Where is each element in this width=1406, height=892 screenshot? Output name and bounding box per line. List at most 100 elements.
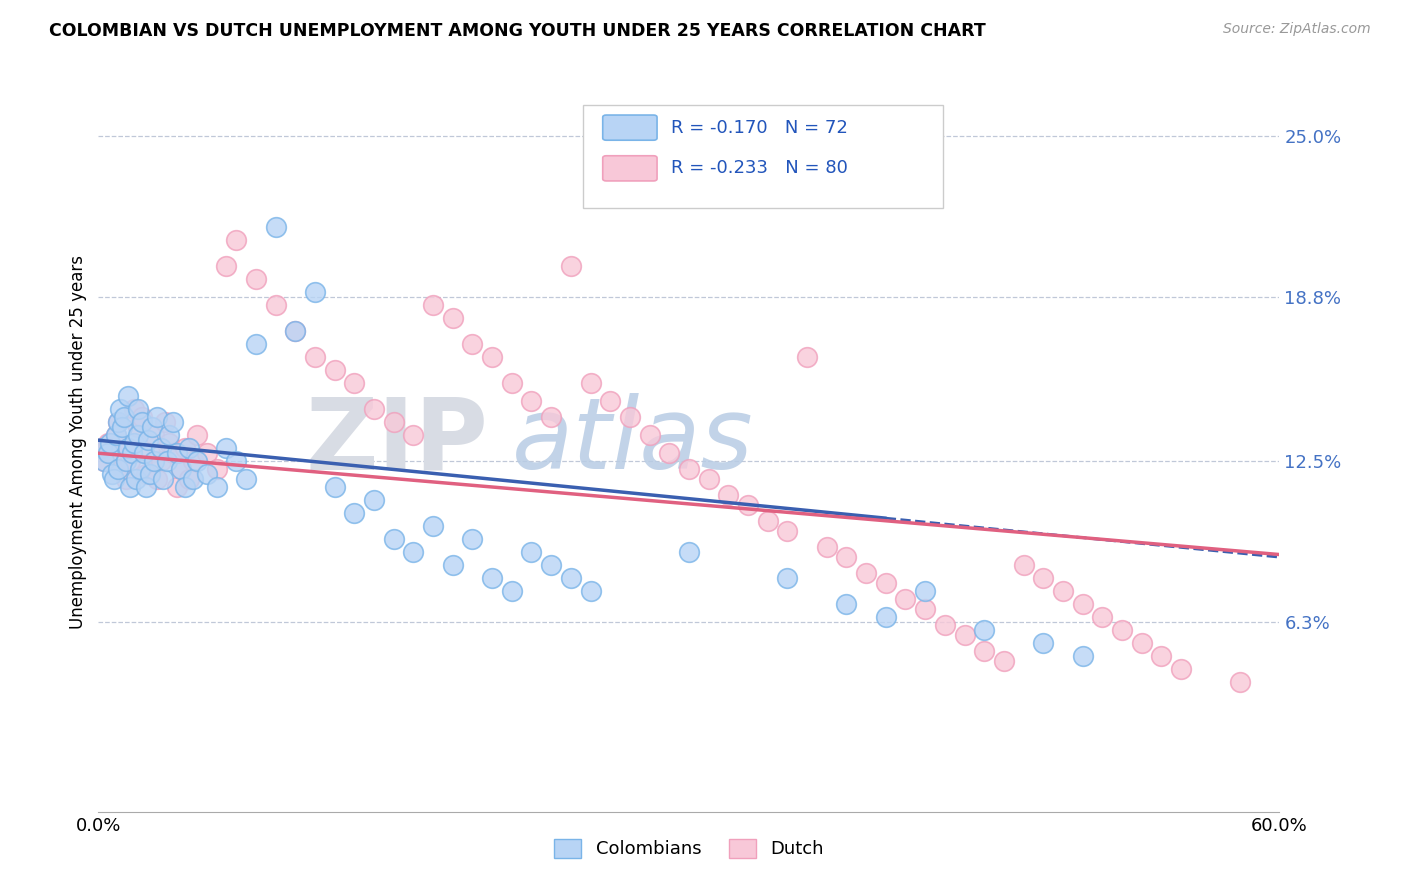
Point — [155, 415, 177, 429]
Point — [382, 532, 405, 546]
Point — [1111, 623, 1133, 637]
Point — [481, 571, 503, 585]
Point — [235, 472, 257, 486]
Point — [127, 402, 149, 417]
Point — [579, 583, 602, 598]
Point — [815, 540, 838, 554]
Point — [599, 394, 621, 409]
Point — [135, 480, 157, 494]
Point — [195, 467, 218, 481]
Point — [835, 550, 858, 565]
Point — [1170, 662, 1192, 676]
Point — [441, 311, 464, 326]
Point — [141, 420, 163, 434]
Point — [619, 409, 641, 424]
Point — [1032, 636, 1054, 650]
Point — [91, 441, 114, 455]
Point — [177, 472, 200, 486]
Point — [579, 376, 602, 390]
Point — [481, 350, 503, 364]
Point — [166, 446, 188, 460]
Point — [138, 446, 160, 460]
Point — [304, 285, 326, 300]
Point — [1071, 648, 1094, 663]
Point — [138, 467, 160, 481]
Point — [131, 415, 153, 429]
Point — [157, 435, 180, 450]
Point — [678, 462, 700, 476]
Point — [112, 409, 135, 424]
Point — [717, 488, 740, 502]
Point — [461, 337, 484, 351]
Point — [1071, 597, 1094, 611]
Point — [157, 428, 180, 442]
Point — [125, 472, 148, 486]
Point — [973, 643, 995, 657]
Point — [101, 446, 124, 460]
Point — [174, 441, 197, 455]
Point — [264, 298, 287, 312]
Point — [127, 420, 149, 434]
Text: Source: ZipAtlas.com: Source: ZipAtlas.com — [1223, 22, 1371, 37]
Point — [181, 472, 204, 486]
Point — [914, 602, 936, 616]
Point — [796, 350, 818, 364]
Point — [638, 428, 661, 442]
Point — [914, 583, 936, 598]
Point — [1091, 610, 1114, 624]
Point — [993, 654, 1015, 668]
Point — [855, 566, 877, 580]
Point — [115, 454, 138, 468]
Point — [225, 454, 247, 468]
Point — [107, 415, 129, 429]
Point — [1052, 583, 1074, 598]
Point — [402, 428, 425, 442]
Point — [98, 435, 121, 450]
Point — [835, 597, 858, 611]
Text: COLOMBIAN VS DUTCH UNEMPLOYMENT AMONG YOUTH UNDER 25 YEARS CORRELATION CHART: COLOMBIAN VS DUTCH UNEMPLOYMENT AMONG YO… — [49, 22, 986, 40]
Y-axis label: Unemployment Among Youth under 25 years: Unemployment Among Youth under 25 years — [69, 254, 87, 629]
Text: atlas: atlas — [512, 393, 754, 490]
Point — [205, 480, 228, 494]
Point — [111, 462, 134, 476]
Point — [520, 545, 543, 559]
Point — [422, 519, 444, 533]
Point — [115, 472, 138, 486]
Point — [215, 259, 238, 273]
Point — [93, 454, 115, 468]
Point — [107, 462, 129, 476]
Text: R = -0.233   N = 80: R = -0.233 N = 80 — [671, 160, 848, 178]
Point — [103, 472, 125, 486]
Point — [284, 324, 307, 338]
Text: ZIP: ZIP — [305, 393, 488, 490]
Point — [170, 462, 193, 476]
Point — [132, 446, 155, 460]
Point — [142, 454, 165, 468]
Point — [560, 259, 582, 273]
Point — [323, 480, 346, 494]
Point — [97, 446, 120, 460]
Point — [181, 454, 204, 468]
Point — [205, 462, 228, 476]
Point — [422, 298, 444, 312]
Point — [146, 472, 169, 486]
Point — [142, 428, 165, 442]
Point — [501, 376, 523, 390]
Point — [245, 337, 267, 351]
Point — [363, 402, 385, 417]
Point — [128, 462, 150, 476]
Point — [195, 446, 218, 460]
Point — [131, 409, 153, 424]
Point — [1032, 571, 1054, 585]
Point — [323, 363, 346, 377]
Point — [117, 441, 139, 455]
FancyBboxPatch shape — [603, 115, 657, 140]
Point — [111, 420, 134, 434]
Point — [894, 591, 917, 606]
Point — [382, 415, 405, 429]
Point — [540, 558, 562, 572]
Point — [118, 454, 141, 468]
Point — [264, 220, 287, 235]
Point — [215, 441, 238, 455]
Point — [402, 545, 425, 559]
